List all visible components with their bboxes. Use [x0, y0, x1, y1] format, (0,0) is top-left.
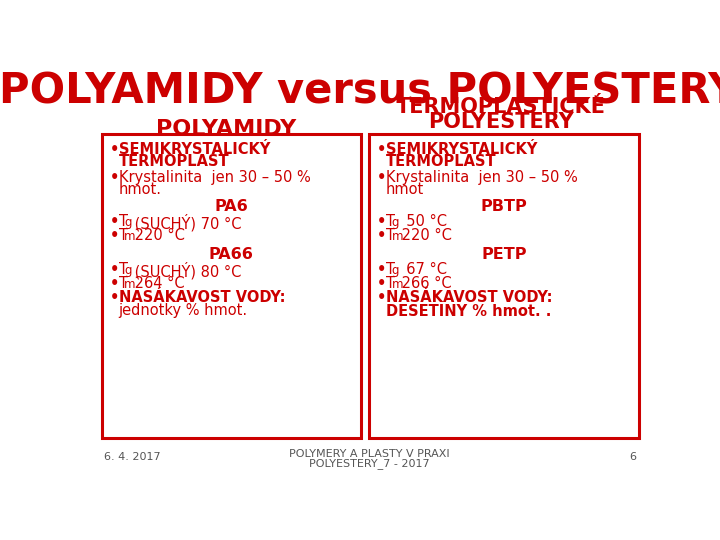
Text: g: g	[392, 264, 399, 277]
Text: T: T	[386, 214, 395, 229]
Text: hmot.: hmot.	[119, 182, 162, 197]
Text: PA66: PA66	[209, 247, 254, 261]
Text: 266 °C: 266 °C	[397, 276, 451, 291]
Text: (SUCHÝ) 70 °C: (SUCHÝ) 70 °C	[130, 214, 241, 232]
Text: •: •	[377, 276, 386, 291]
Text: g: g	[124, 217, 132, 230]
Text: •: •	[109, 289, 119, 305]
Text: T: T	[119, 262, 127, 277]
Text: T: T	[386, 262, 395, 277]
Text: m: m	[124, 278, 135, 291]
Text: •: •	[377, 228, 386, 243]
Text: POLYAMIDY versus POLYESTERY: POLYAMIDY versus POLYESTERY	[0, 70, 720, 112]
Text: POLYESTERY_7 - 2017: POLYESTERY_7 - 2017	[309, 458, 429, 469]
Text: 50 °C: 50 °C	[397, 214, 447, 229]
Text: •: •	[377, 289, 386, 305]
Text: •: •	[109, 214, 119, 229]
Text: •: •	[109, 276, 119, 291]
Text: •: •	[377, 170, 386, 185]
Text: T: T	[119, 276, 127, 291]
Text: NASÁKAVOST VODY:: NASÁKAVOST VODY:	[386, 289, 552, 305]
Text: •: •	[109, 262, 119, 277]
Text: m: m	[392, 231, 403, 244]
Text: 6: 6	[629, 453, 636, 462]
Text: •: •	[377, 262, 386, 277]
Text: POLYESTERY: POLYESTERY	[428, 112, 574, 132]
Text: SEMIKRYSTALICKÝ: SEMIKRYSTALICKÝ	[386, 142, 537, 157]
Text: g: g	[124, 264, 132, 277]
Text: TERMOPLAST: TERMOPLAST	[119, 154, 229, 169]
Text: •: •	[109, 142, 119, 157]
Text: •: •	[109, 228, 119, 243]
Text: DESETINY % hmot. .: DESETINY % hmot. .	[386, 303, 552, 319]
Text: •: •	[377, 214, 386, 229]
Text: 264 °C: 264 °C	[130, 276, 184, 291]
Text: T: T	[119, 214, 127, 229]
Text: PA6: PA6	[215, 199, 248, 214]
Text: PETP: PETP	[481, 247, 526, 261]
Text: T: T	[119, 228, 127, 243]
Text: hmot: hmot	[386, 182, 424, 197]
Text: 220 °C: 220 °C	[130, 228, 184, 243]
Text: g: g	[392, 217, 399, 230]
Text: T: T	[386, 276, 395, 291]
Text: •: •	[377, 142, 386, 157]
Text: PBTP: PBTP	[480, 199, 527, 214]
Text: m: m	[392, 278, 403, 291]
Text: jednotky % hmot.: jednotky % hmot.	[119, 303, 248, 319]
Text: 220 °C: 220 °C	[397, 228, 451, 243]
Text: (SUCHÝ) 80 °C: (SUCHÝ) 80 °C	[130, 262, 241, 279]
Text: m: m	[124, 231, 135, 244]
Text: 6. 4. 2017: 6. 4. 2017	[104, 453, 161, 462]
Text: Krystalinita  jen 30 – 50 %: Krystalinita jen 30 – 50 %	[119, 170, 310, 185]
Text: •: •	[109, 170, 119, 185]
Text: POLYMERY A PLASTY V PRAXI: POLYMERY A PLASTY V PRAXI	[289, 449, 449, 458]
Text: TERMOPLAST: TERMOPLAST	[386, 154, 497, 169]
Text: NASÁKAVOST VODY:: NASÁKAVOST VODY:	[119, 289, 285, 305]
Text: POLYAMIDY: POLYAMIDY	[156, 119, 296, 139]
Text: T: T	[386, 228, 395, 243]
Text: 67 °C: 67 °C	[397, 262, 447, 277]
Text: Krystalinita  jen 30 – 50 %: Krystalinita jen 30 – 50 %	[386, 170, 577, 185]
Text: TERMOPLASTICKÉ: TERMOPLASTICKÉ	[396, 97, 606, 117]
Text: SEMIKRYSTALICKÝ: SEMIKRYSTALICKÝ	[119, 142, 270, 157]
